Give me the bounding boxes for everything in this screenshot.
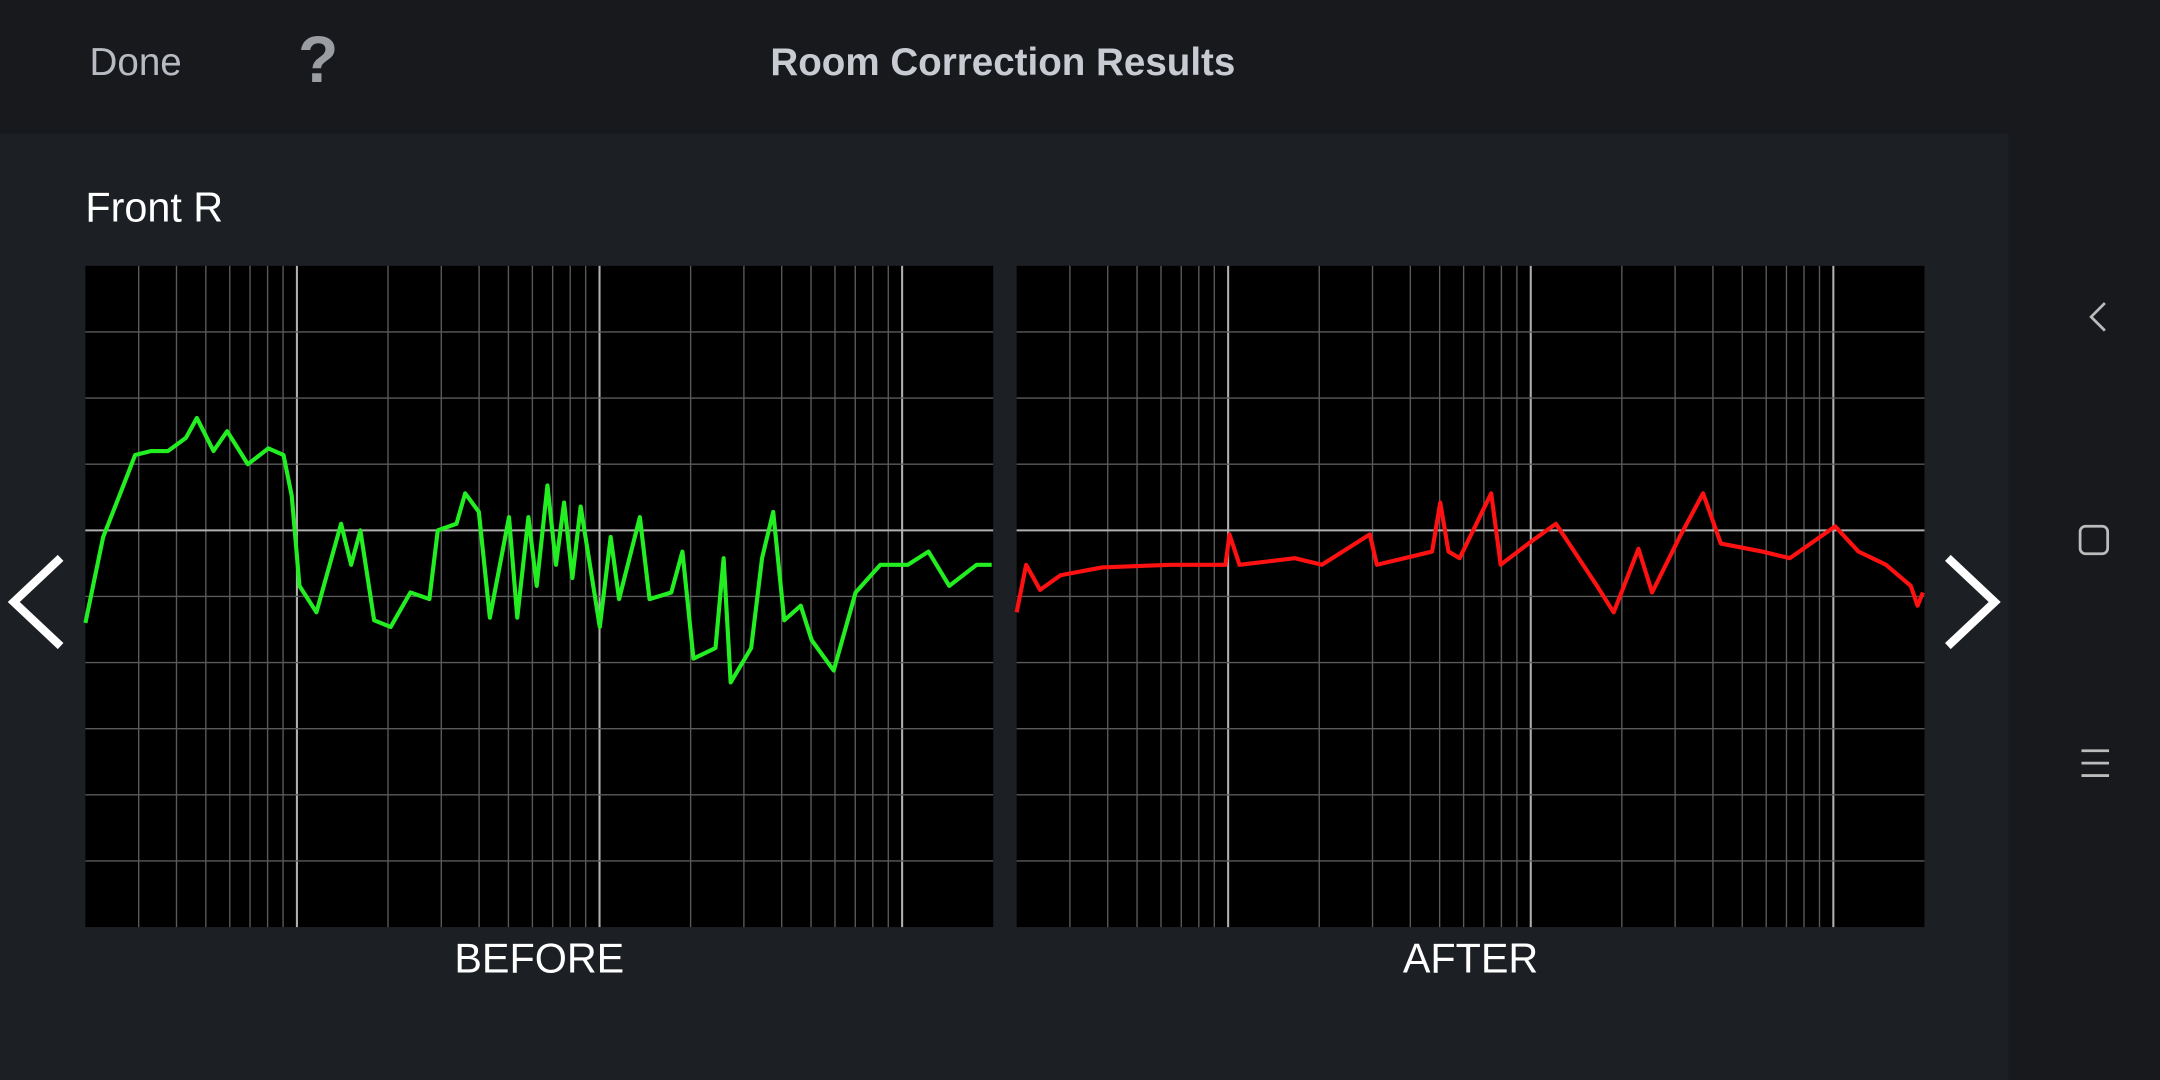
channel-name: Front R: [85, 185, 223, 231]
done-button[interactable]: Done: [90, 41, 182, 84]
response-curve: [1014, 491, 1925, 615]
page-title: Room Correction Results: [770, 41, 1235, 84]
next-arrow[interactable]: [1945, 554, 2001, 650]
nav-bar: [2008, 0, 2160, 1080]
prev-arrow[interactable]: [7, 554, 64, 650]
response-curve: [83, 415, 992, 685]
chart-label: AFTER: [1403, 935, 1538, 981]
charts: BEFORE AFTER: [83, 265, 1925, 981]
nav-recent[interactable]: [2081, 749, 2110, 777]
nav-home[interactable]: [2078, 524, 2110, 556]
nav-back[interactable]: [2089, 302, 2106, 332]
header-bg: [0, 0, 2009, 134]
chart-label: BEFORE: [454, 935, 624, 981]
help-button[interactable]: ?: [298, 23, 338, 97]
